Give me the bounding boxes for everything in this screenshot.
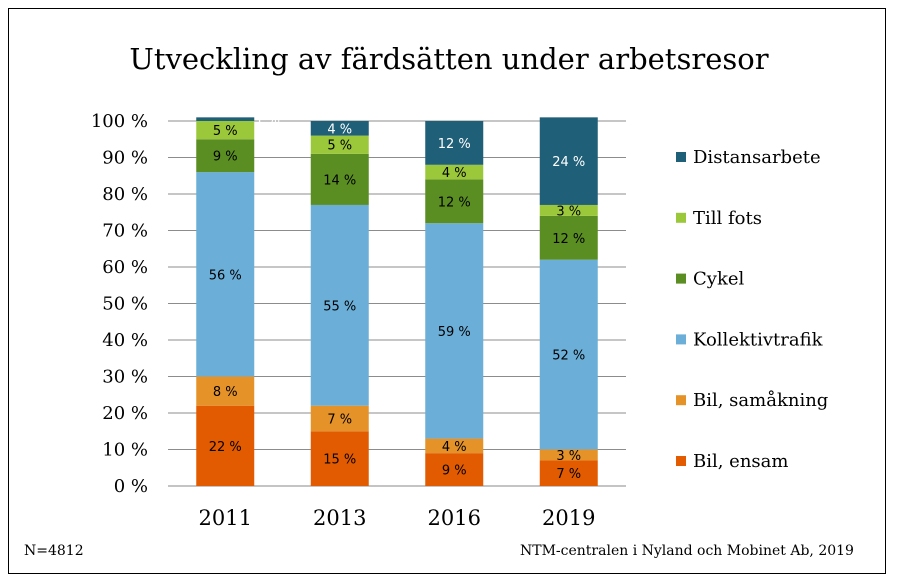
data-label: 15 % [323,453,356,468]
legend-label: Cykel [693,269,745,290]
data-label: 7 % [327,412,352,427]
bar-segment [196,121,255,140]
data-label: 1 % [255,112,280,127]
y-tick-label: 40 % [102,330,148,351]
data-label: 59 % [438,325,471,340]
legend-label: Kollektivtrafik [693,329,824,350]
legend-swatch [676,273,686,284]
data-label: 55 % [323,299,356,314]
data-label: 12 % [438,137,471,152]
legend-swatch [676,395,686,406]
legend-label: Distansarbete [693,147,821,168]
data-label: 9 % [442,464,467,479]
data-label: 3 % [556,204,581,219]
legend-swatch [676,456,686,466]
bar-segment [310,204,369,406]
x-tick-label: 2013 [313,506,366,530]
data-label: 7 % [556,467,581,482]
bar-segment [425,164,484,180]
bar-segment [539,449,598,461]
data-label: 5 % [327,139,352,154]
bar-segment [539,117,598,205]
data-label: 4 % [442,440,467,455]
y-tick-label: 20 % [102,403,148,424]
bar-segment [425,453,484,486]
bar-segment [539,215,598,260]
y-tick-label: 30 % [102,367,148,388]
bar-segment [310,121,369,136]
legend-swatch [676,152,686,162]
bar-segment [310,153,369,205]
bar-segment [310,431,369,486]
y-tick-label: 50 % [102,294,148,315]
legend-label: Till fots [693,208,762,229]
bar-segment [196,139,255,173]
bar-segment [196,405,255,486]
data-label: 9 % [213,150,238,165]
y-tick-label: 60 % [102,257,148,278]
y-tick-label: 10 % [102,440,148,461]
bar-segment [196,376,255,406]
data-label: 3 % [556,449,581,464]
data-label: 24 % [552,155,585,170]
bar-segment [310,405,369,432]
bar-segment [425,179,484,224]
data-label: 52 % [552,349,585,364]
bar-segment [539,259,598,450]
data-label: 56 % [209,268,242,283]
bar-segment [310,135,369,154]
x-tick-label: 2019 [542,506,595,530]
legend-swatch [676,334,686,345]
data-label: 4 % [442,166,467,181]
y-tick-label: 70 % [102,221,148,242]
data-label: 22 % [209,440,242,455]
data-label: 4 % [327,122,352,137]
y-tick-label: 0 % [114,476,148,497]
legend-swatch [676,212,686,223]
data-label: 12 % [552,232,585,247]
y-tick-label: 80 % [102,184,148,205]
bar-segment [425,223,484,439]
data-label: 8 % [213,385,238,400]
data-label: 12 % [438,195,471,210]
bar-segment [196,172,255,377]
source-note: NTM-centralen i Nyland och Mobinet Ab, 2… [520,543,854,559]
y-tick-label: 100 % [91,111,148,132]
chart-title: Utveckling av färdsätten under arbetsres… [129,42,769,76]
legend-label: Bil, ensam [693,451,788,472]
sample-size-note: N=4812 [24,543,84,559]
data-label: 5 % [213,124,238,139]
bar-segment [539,460,598,486]
legend-label: Bil, samåkning [693,389,828,411]
y-tick-label: 90 % [102,148,148,169]
bar-segment [425,121,484,165]
x-tick-label: 2016 [428,506,481,530]
bar-segment [425,438,484,454]
x-tick-label: 2011 [199,506,252,530]
bar-segment [196,117,255,121]
bar-segment [539,204,598,216]
data-label: 14 % [323,173,356,188]
